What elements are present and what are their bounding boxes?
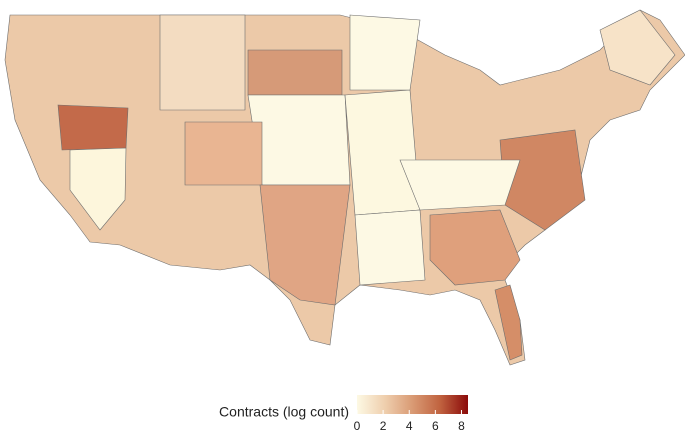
tick-label: 2 xyxy=(380,419,387,432)
region xyxy=(344,89,421,216)
tick-label: 8 xyxy=(458,419,465,432)
legend-title: Contracts (log count) xyxy=(219,404,349,420)
region xyxy=(599,9,676,86)
tick-label: 6 xyxy=(432,419,439,432)
region xyxy=(247,94,351,186)
region xyxy=(399,159,521,211)
legend: 0 2 4 6 8 xyxy=(354,395,468,432)
colorbar xyxy=(357,395,468,414)
region xyxy=(429,209,521,286)
region xyxy=(354,209,426,286)
tick-label: 4 xyxy=(406,419,413,432)
region xyxy=(494,284,523,361)
region xyxy=(184,121,263,186)
us-map xyxy=(4,9,685,366)
region xyxy=(349,14,421,91)
region xyxy=(247,49,343,96)
region xyxy=(259,184,351,306)
tick-label: 0 xyxy=(354,419,361,432)
region xyxy=(69,147,127,231)
region xyxy=(159,14,246,111)
region xyxy=(57,104,129,151)
